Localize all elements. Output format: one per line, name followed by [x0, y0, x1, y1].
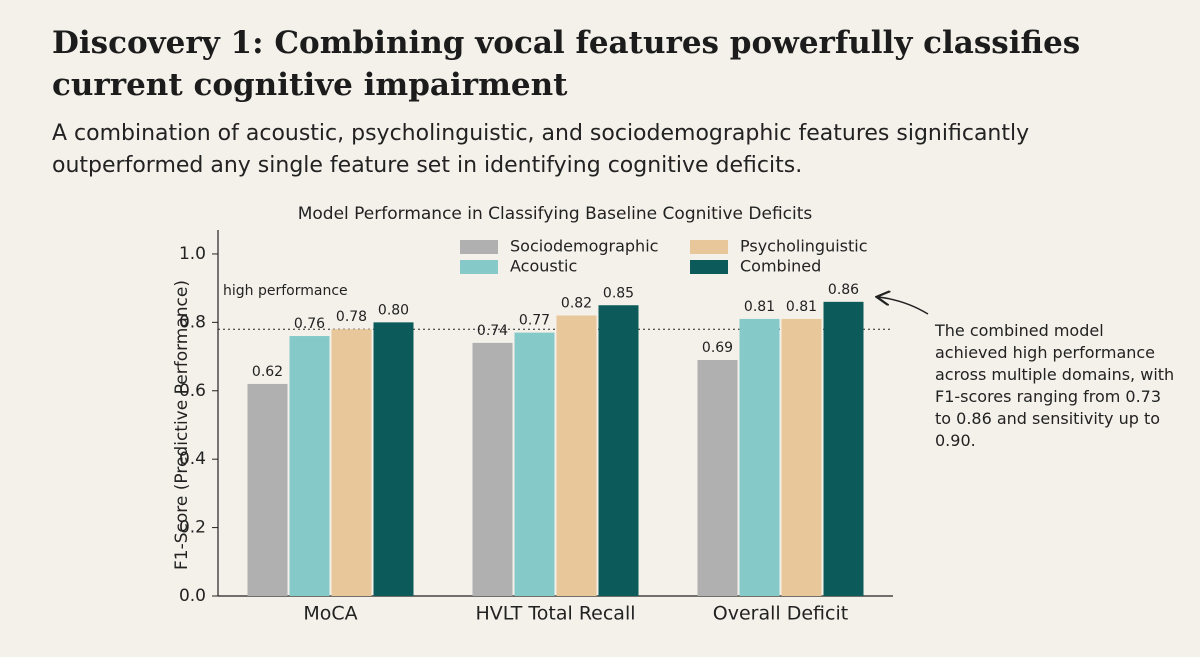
- bar: [823, 301, 864, 596]
- bar: [697, 359, 738, 596]
- legend-label: Combined: [740, 257, 821, 276]
- y-axis-label: F1-Score (Predictive Performance): [172, 280, 192, 570]
- legend-label: Psycholinguistic: [740, 237, 868, 256]
- bar: [247, 383, 288, 596]
- value-label: 0.81: [786, 299, 817, 315]
- y-tick-label: 0.4: [179, 449, 206, 469]
- value-label: 0.69: [702, 340, 733, 356]
- slide-subtitle: A combination of acoustic, psycholinguis…: [52, 121, 1030, 178]
- bar: [472, 342, 513, 596]
- value-label: 0.81: [744, 299, 775, 315]
- slide-title: Discovery 1: Combining vocal features po…: [52, 25, 1081, 103]
- annotation-arrow: [878, 297, 929, 315]
- legend-swatch: [690, 240, 728, 254]
- bar: [556, 315, 597, 596]
- bar: [331, 329, 372, 596]
- bar: [598, 305, 639, 596]
- value-label: 0.77: [519, 313, 550, 329]
- bar: [514, 332, 555, 596]
- legend-label: Sociodemographic: [510, 237, 658, 256]
- bar: [781, 318, 822, 596]
- value-label: 0.80: [378, 302, 409, 318]
- y-tick-label: 0.0: [179, 586, 206, 606]
- annotation: The combined model achieved high perform…: [935, 321, 1175, 450]
- bar: [739, 318, 780, 596]
- bar: [289, 336, 330, 596]
- value-label: 0.85: [603, 285, 634, 301]
- legend-swatch: [460, 240, 498, 254]
- x-tick-label: HVLT Total Recall: [476, 603, 636, 625]
- value-label: 0.86: [828, 282, 859, 298]
- x-tick-label: Overall Deficit: [713, 603, 848, 625]
- value-label: 0.62: [252, 364, 283, 380]
- value-label: 0.78: [336, 309, 367, 325]
- x-tick-label: MoCA: [303, 603, 357, 625]
- y-tick-label: 0.2: [179, 518, 206, 538]
- y-tick-label: 0.6: [179, 381, 206, 401]
- chart-title: Model Performance in Classifying Baselin…: [298, 204, 813, 224]
- legend-label: Acoustic: [510, 257, 577, 276]
- legend-swatch: [460, 260, 498, 274]
- legend-swatch: [690, 260, 728, 274]
- value-label: 0.76: [294, 316, 325, 332]
- y-tick-label: 0.8: [179, 312, 206, 332]
- value-label: 0.82: [561, 296, 592, 312]
- bar: [373, 322, 414, 596]
- value-label: 0.74: [477, 323, 508, 339]
- reference-label: high performance: [223, 283, 348, 299]
- y-tick-label: 1.0: [179, 244, 206, 264]
